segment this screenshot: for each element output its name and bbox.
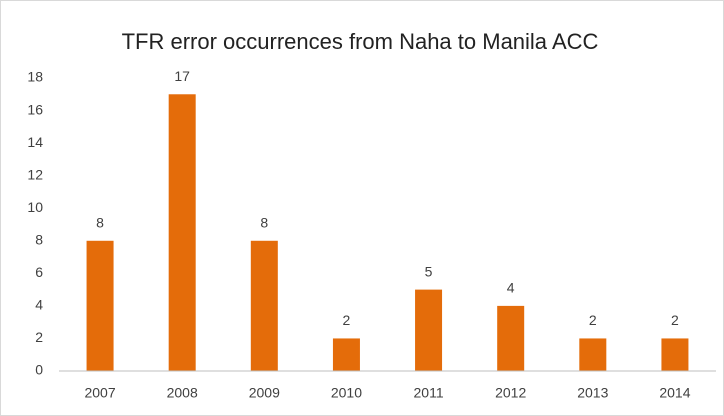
x-tick-label: 2008: [167, 385, 198, 401]
data-label: 5: [425, 263, 433, 279]
data-label: 17: [174, 68, 190, 84]
y-tick-label: 18: [27, 69, 43, 85]
y-tick-label: 4: [35, 297, 43, 313]
x-tick-label: 2014: [659, 385, 690, 401]
y-tick-label: 0: [35, 362, 43, 378]
y-tick-label: 16: [27, 101, 43, 117]
bar: [661, 338, 689, 371]
data-label: 8: [260, 214, 268, 230]
data-label: 2: [343, 312, 351, 328]
data-label: 8: [96, 214, 104, 230]
x-tick-label: 2013: [577, 385, 608, 401]
x-tick-label: 2009: [249, 385, 280, 401]
bar: [168, 94, 196, 372]
data-label: 2: [671, 312, 679, 328]
x-tick-label: 2012: [495, 385, 526, 401]
chart-title: TFR error occurrences from Naha to Manil…: [122, 29, 599, 54]
y-tick-label: 8: [35, 231, 43, 247]
bar: [86, 240, 114, 371]
x-tick-label: 2010: [331, 385, 362, 401]
y-tick-label: 6: [35, 264, 43, 280]
data-label: 2: [589, 312, 597, 328]
y-tick-label: 14: [27, 134, 43, 150]
x-tick-label: 2007: [84, 385, 115, 401]
bar: [579, 338, 607, 371]
bar: [497, 305, 525, 371]
x-tick-label: 2011: [414, 385, 444, 401]
y-tick-label: 10: [27, 199, 43, 215]
bar: [415, 289, 443, 371]
bar: [250, 240, 278, 371]
bar: [332, 338, 360, 371]
data-label: 4: [507, 280, 515, 296]
y-tick-label: 2: [35, 329, 43, 345]
y-tick-label: 12: [27, 166, 43, 182]
